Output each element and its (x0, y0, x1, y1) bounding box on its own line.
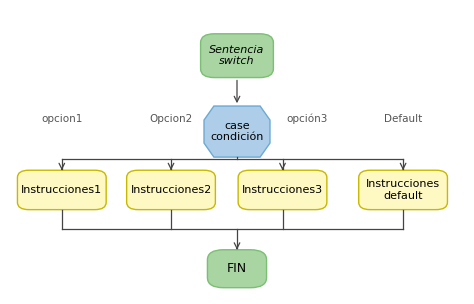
FancyBboxPatch shape (18, 170, 106, 210)
Text: Instrucciones
default: Instrucciones default (366, 179, 440, 201)
Text: FIN: FIN (227, 262, 247, 275)
FancyBboxPatch shape (208, 250, 266, 288)
Text: opción3: opción3 (287, 114, 328, 124)
FancyBboxPatch shape (201, 34, 273, 78)
Text: opcion1: opcion1 (41, 114, 82, 124)
Text: case
condición: case condición (210, 121, 264, 142)
Text: Sentencia
switch: Sentencia switch (210, 45, 264, 67)
Text: Instrucciones2: Instrucciones2 (130, 185, 212, 195)
Polygon shape (204, 106, 270, 157)
FancyBboxPatch shape (359, 170, 447, 210)
Text: Instrucciones1: Instrucciones1 (21, 185, 102, 195)
Text: Opcion2: Opcion2 (149, 114, 192, 124)
Text: Default: Default (384, 114, 422, 124)
Text: Instrucciones3: Instrucciones3 (242, 185, 323, 195)
FancyBboxPatch shape (238, 170, 327, 210)
FancyBboxPatch shape (127, 170, 215, 210)
